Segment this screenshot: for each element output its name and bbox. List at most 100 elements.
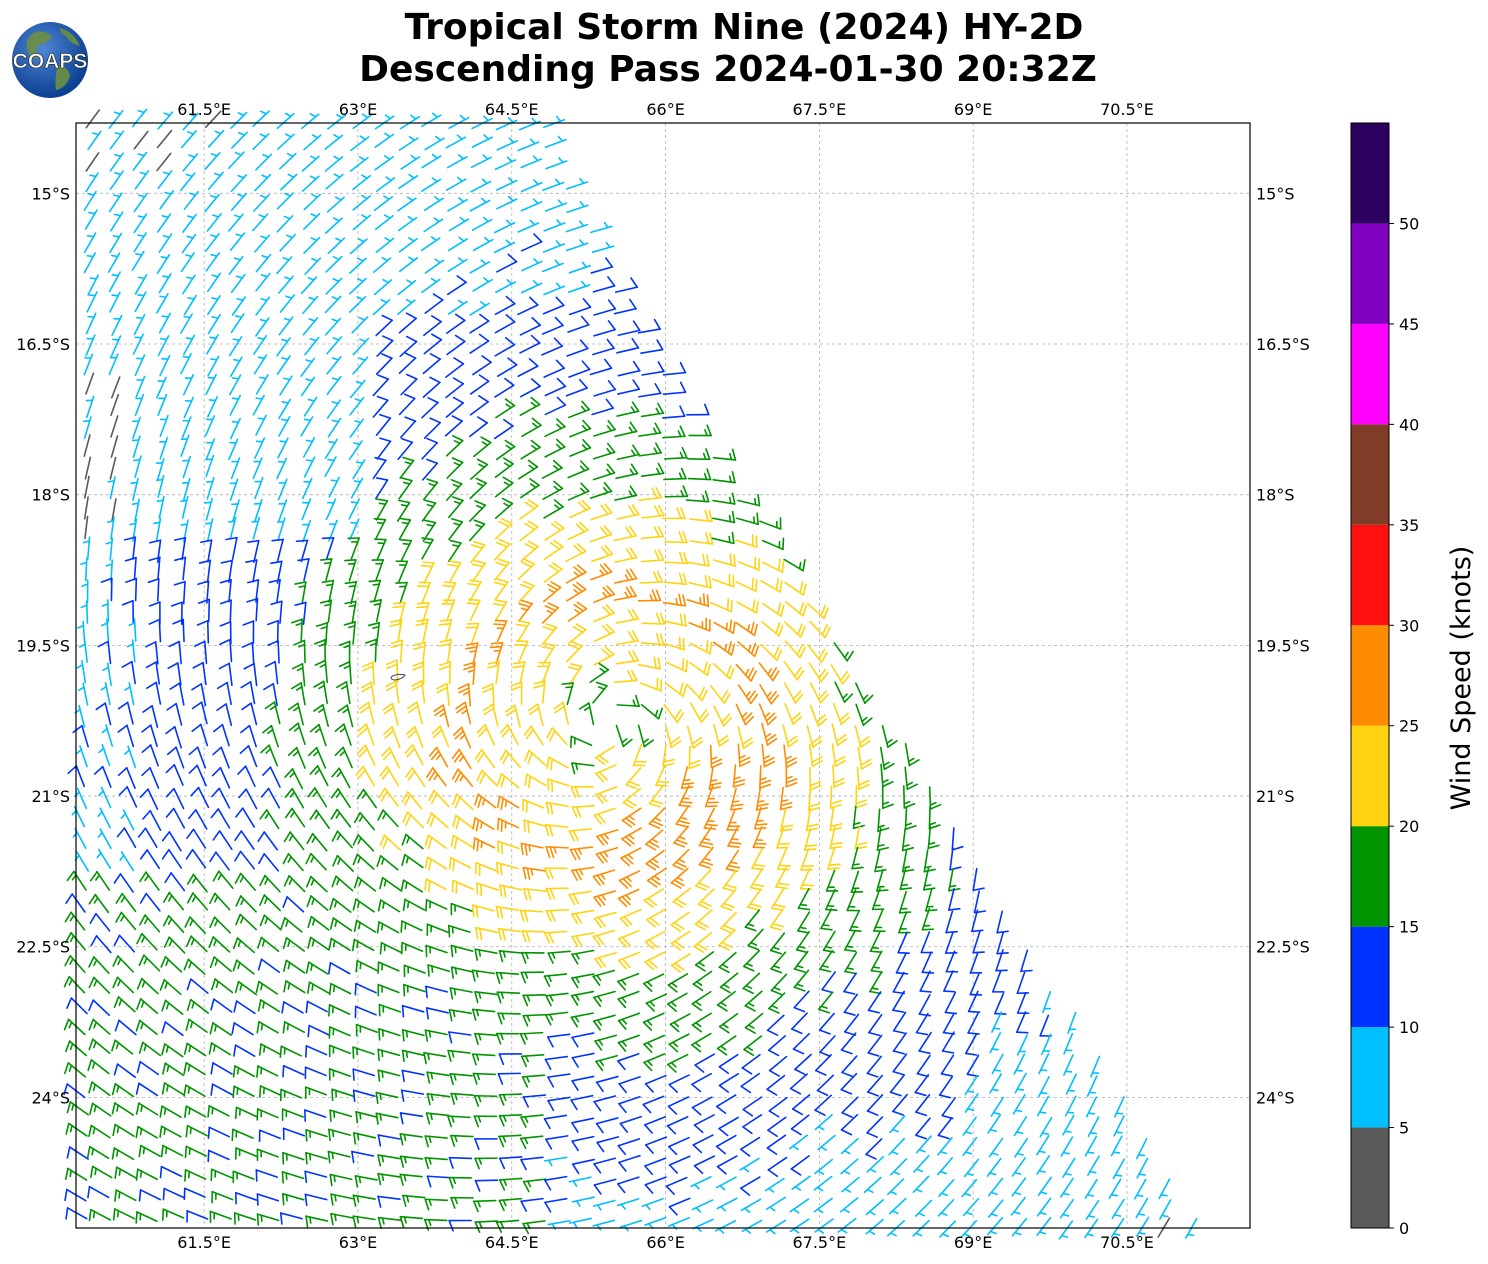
wind-barb bbox=[186, 873, 208, 893]
wind-barb bbox=[1014, 1137, 1029, 1158]
wind-barb bbox=[496, 861, 519, 876]
wind-barb bbox=[66, 1146, 89, 1160]
wind-barb bbox=[136, 1060, 160, 1076]
wind-barb bbox=[863, 1176, 882, 1194]
wind-barb bbox=[641, 504, 665, 519]
wind-barb bbox=[571, 1158, 595, 1175]
wind-barb bbox=[547, 1096, 571, 1112]
colorbar-segment bbox=[1351, 625, 1389, 726]
wind-barb bbox=[173, 536, 187, 561]
wind-barb bbox=[302, 437, 316, 458]
lon-tick-label-top: 69°E bbox=[954, 100, 992, 119]
wind-barb bbox=[474, 748, 496, 769]
wind-barb bbox=[498, 1114, 523, 1127]
wind-barb bbox=[110, 376, 121, 399]
wind-barb bbox=[401, 1049, 425, 1063]
wind-barb bbox=[113, 934, 136, 953]
wind-barb bbox=[207, 396, 219, 418]
wind-barb bbox=[402, 898, 426, 912]
wind-barb bbox=[156, 495, 165, 519]
wind-barb bbox=[211, 978, 234, 994]
wind-barb bbox=[517, 296, 539, 316]
wind-barb bbox=[111, 1147, 135, 1160]
wind-barb bbox=[300, 276, 318, 295]
wind-barb bbox=[307, 936, 330, 951]
wind-barb bbox=[497, 1012, 521, 1025]
wind-barb bbox=[208, 1042, 232, 1056]
wind-barb bbox=[691, 1012, 712, 1033]
colorbar-tick-label: 45 bbox=[1399, 315, 1419, 334]
wind-barb bbox=[348, 440, 363, 461]
wind-barb bbox=[424, 1135, 448, 1148]
wind-barb bbox=[571, 932, 595, 947]
wind-barb bbox=[128, 618, 137, 642]
wind-barb bbox=[237, 765, 256, 788]
wind-barb bbox=[278, 499, 288, 522]
wind-barb bbox=[66, 1101, 89, 1116]
wind-barb bbox=[949, 847, 962, 871]
wind-barb bbox=[476, 724, 496, 746]
wind-barb bbox=[64, 911, 86, 931]
wind-barb bbox=[329, 917, 353, 932]
wind-barb bbox=[180, 252, 195, 273]
wind-barb bbox=[616, 694, 640, 707]
wind-barb bbox=[595, 1075, 619, 1093]
lon-tick-label-top: 63°E bbox=[339, 100, 377, 119]
wind-barb bbox=[471, 134, 493, 148]
wind-barb bbox=[755, 787, 769, 811]
wind-barb bbox=[379, 876, 402, 892]
wind-barb bbox=[405, 767, 426, 788]
wind-barb bbox=[592, 463, 616, 481]
wind-barb bbox=[471, 904, 495, 918]
wind-barb bbox=[283, 959, 306, 974]
wind-barb bbox=[768, 1055, 788, 1077]
wind-barb bbox=[617, 951, 641, 970]
wind-barb bbox=[668, 1033, 690, 1053]
wind-barb bbox=[309, 809, 330, 829]
wind-barb bbox=[686, 725, 704, 749]
wind-barb bbox=[353, 1132, 377, 1145]
wind-barb bbox=[425, 899, 448, 912]
wind-barb bbox=[739, 1157, 760, 1173]
wind-barb bbox=[638, 422, 662, 437]
wind-barb bbox=[452, 726, 472, 749]
wind-barb bbox=[1036, 1216, 1052, 1236]
wind-barb bbox=[229, 374, 242, 396]
wind-barb bbox=[662, 593, 687, 607]
wind-barb bbox=[300, 357, 316, 377]
wind-barb bbox=[613, 525, 637, 542]
wind-barb bbox=[987, 1217, 1004, 1236]
wind-barb bbox=[282, 1021, 306, 1034]
wind-barb bbox=[87, 274, 99, 296]
wind-barb bbox=[638, 382, 662, 398]
wind-barb bbox=[716, 1094, 737, 1115]
wind-barb bbox=[1085, 1096, 1098, 1118]
wind-barb bbox=[328, 1026, 351, 1039]
wind-barb bbox=[404, 744, 424, 766]
wind-barb bbox=[230, 111, 248, 129]
wind-barb bbox=[301, 498, 312, 521]
wind-barb bbox=[469, 519, 486, 542]
wind-barb bbox=[844, 929, 857, 953]
wind-barb bbox=[614, 277, 638, 293]
wind-barb bbox=[206, 212, 222, 232]
wind-barb bbox=[234, 830, 255, 850]
wind-barb bbox=[568, 1176, 592, 1187]
wind-barb bbox=[841, 1055, 858, 1078]
wind-barb bbox=[809, 766, 822, 791]
wind-barb bbox=[541, 642, 556, 665]
wind-barb bbox=[400, 154, 421, 170]
wind-barb bbox=[349, 379, 366, 399]
wind-barb bbox=[644, 1074, 667, 1093]
wind-barb bbox=[668, 1197, 691, 1216]
wind-barb bbox=[571, 1075, 595, 1091]
wind-barb bbox=[617, 888, 640, 908]
wind-barb bbox=[229, 232, 246, 251]
wind-barb bbox=[230, 457, 241, 480]
wind-barb bbox=[625, 767, 642, 790]
lon-tick-label-bottom: 70.5°E bbox=[1100, 1233, 1154, 1252]
wind-barb bbox=[254, 476, 264, 500]
wind-barb bbox=[692, 970, 713, 992]
wind-barb bbox=[191, 683, 207, 707]
wind-barb bbox=[644, 1136, 668, 1154]
